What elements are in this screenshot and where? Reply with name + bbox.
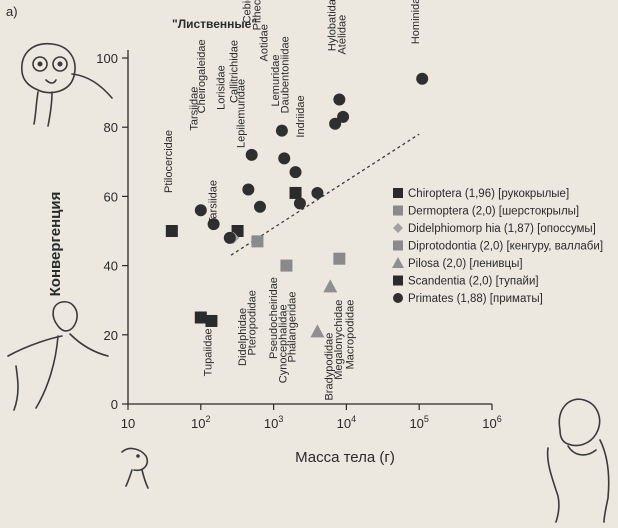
legend-entry: Scandentia (2,0) [тупайи] [408,276,539,288]
y-tick-label: 0 [111,397,118,412]
triangle-marker [323,279,338,293]
family-label: Daubentoniidae [279,36,291,113]
family-label: Cebidae [241,0,253,23]
square-marker [393,188,403,198]
family-label: Lemuridae [270,54,282,106]
shrew-sketch-icon [121,447,149,489]
square-marker [393,240,403,251]
circle-marker [207,218,220,231]
canopy-label: "Лиственные" [172,17,257,31]
panel-label: а) [6,4,18,19]
circle-marker [242,183,255,196]
family-label: Tarsiidae [208,180,220,224]
family-label: Tupaiidae [202,328,214,376]
circle-marker [223,231,236,244]
circle-marker [253,200,266,213]
y-tick-label: 60 [104,189,118,204]
family-label: Macropodidae [344,300,356,370]
circle-marker [278,152,291,165]
diamond-marker [393,223,403,233]
family-label: Hylobatidae [327,0,339,51]
circle-marker [416,72,429,85]
family-label: Callitrichidae [229,40,241,103]
family-label: Pteropodidae [246,290,258,355]
square-marker [251,235,264,248]
family-label: Phalangeridae [287,292,299,363]
legend-entry: Chiroptera (1,96) [рукокрылые] [408,188,569,200]
family-label: Megalonychidae [333,300,345,380]
x-tick-label: 10 [121,416,135,431]
family-label: Indriidae [295,95,307,137]
circle-marker [393,293,403,303]
circle-marker [289,166,302,179]
family-label: Atelidae [336,15,348,55]
y-tick-label: 80 [104,120,118,135]
circle-marker [329,117,342,130]
square-marker [165,225,178,237]
y-tick-label: 20 [104,328,118,343]
family-label: Tarsiidae [188,87,200,131]
trendline-group [230,133,420,256]
legend: Chiroptera (1,96) [рукокрылые] Dermoptera… [392,188,603,305]
square-marker [393,205,403,216]
circle-marker [311,186,324,199]
family-label: Lorisidae [215,65,227,110]
x-tick-label: 105 [409,414,428,431]
legend-entry: Pilosa (2,0) [ленивцы] [408,258,523,270]
family-label: Pithecidae [251,0,263,30]
x-tick-label: 104 [337,414,356,431]
trendline [230,133,420,256]
circle-marker [293,197,306,210]
square-marker [280,259,293,272]
family-label: Cheirogaleidae [196,39,208,113]
family-label: Didelphidae [237,308,249,366]
square-marker [393,275,403,286]
circle-marker [194,204,207,217]
family-label: Aotidae [258,24,270,61]
circle-marker [337,110,350,123]
circle-marker [275,124,288,137]
x-tick-label: 102 [191,414,210,431]
y-tick-label: 40 [104,259,118,274]
x-axis-title: Масса тела (г) [295,449,395,466]
legend-entry: Dermoptera (2,0) [шерстокрылы] [408,206,579,218]
triangle-marker [392,257,404,268]
y-tick-label: 100 [96,51,118,66]
legend-entry: Primates (1,88) [приматы] [408,293,543,305]
ape-sketch-icon [546,398,610,523]
family-label: Ptilocercidae [163,130,175,193]
family-labels: PtilocercidaeTupaiidaeTarsiidaeCheirogal… [163,0,422,401]
square-marker [289,186,302,199]
x-tick-label: 106 [482,414,501,431]
animal-sketches [7,43,610,523]
family-label: Hominidae [410,0,422,44]
primate-sketch-icon [7,300,109,411]
family-label: Bradypodidae [323,333,335,401]
family-label: Pseudocheiridae [268,277,280,359]
family-label: Cynocephalidae [277,304,289,383]
family-label: Lepilemuridae [236,79,248,148]
square-marker [333,252,346,265]
legend-entry: Didelphiomorp hia (1,87) [опоссумы] [408,223,596,235]
triangle-marker [310,324,325,338]
data-points [165,72,429,338]
legend-entry: Diprotodontia (2,0) [кенгуру, валлаби] [408,241,603,253]
square-marker [205,314,218,327]
circle-marker [333,93,346,106]
circle-marker [245,148,258,161]
tarsier-sketch-icon [21,43,113,127]
y-axis-title: Конвергенция [47,192,64,297]
square-marker [194,311,207,324]
x-tick-label: 103 [264,414,283,431]
